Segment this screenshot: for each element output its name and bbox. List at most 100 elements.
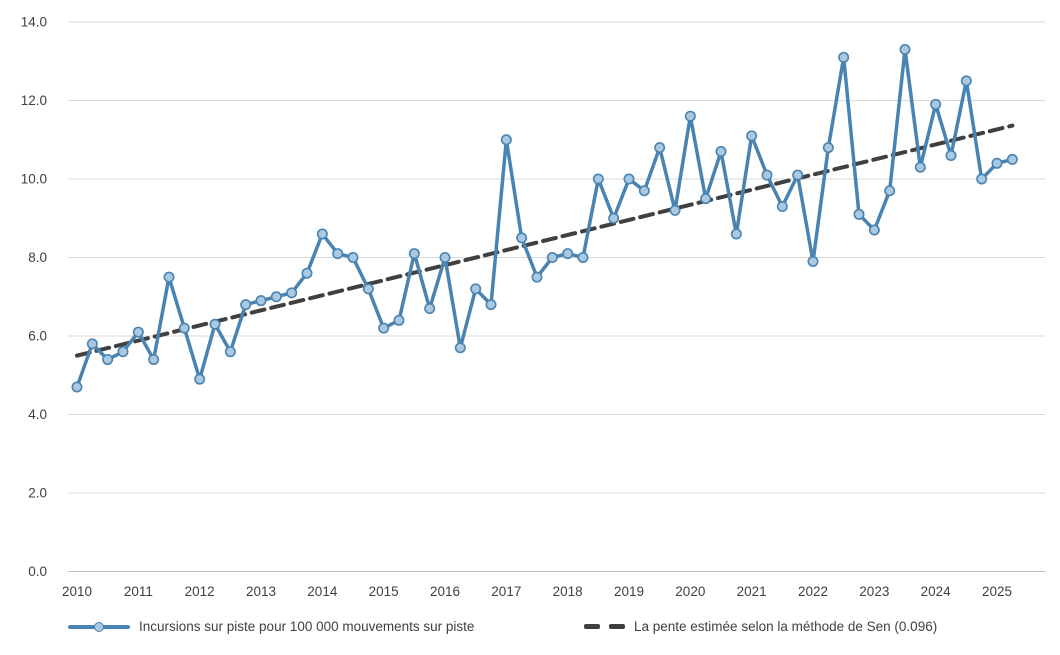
x-axis-tick-label: 2019: [614, 584, 644, 599]
x-axis-tick-label: 2012: [185, 584, 215, 599]
data-point: [822, 142, 834, 154]
data-point: [868, 224, 880, 236]
series-line-sample-icon: [68, 621, 130, 633]
x-axis-tick-label: 2013: [246, 584, 276, 599]
x-axis-tick-label: 2017: [491, 584, 521, 599]
data-point: [1006, 153, 1018, 165]
series-line: [75, 47, 1015, 389]
data-point: [853, 208, 865, 220]
data-point: [516, 232, 528, 244]
data-point: [332, 248, 344, 260]
data-point: [224, 346, 236, 358]
data-point: [531, 271, 543, 283]
data-point: [439, 252, 451, 264]
y-axis-tick-label: 8.0: [28, 250, 47, 265]
legend-item-sen-slope: La pente estimée selon la méthode de Sen…: [584, 619, 937, 634]
data-point: [408, 248, 420, 260]
data-point: [792, 169, 804, 181]
data-point: [884, 185, 896, 197]
x-axis-tick-label: 2011: [124, 584, 153, 599]
data-point: [301, 267, 313, 279]
data-point: [899, 43, 911, 55]
data-point: [240, 299, 252, 311]
data-point: [163, 271, 175, 283]
data-point: [623, 173, 635, 185]
data-point: [654, 142, 666, 154]
y-axis-tick-label: 2.0: [28, 486, 47, 501]
data-point: [500, 134, 512, 146]
data-point: [362, 283, 374, 295]
data-point: [960, 75, 972, 87]
data-point: [638, 185, 650, 197]
data-point: [546, 252, 558, 264]
data-point: [470, 283, 482, 295]
data-point: [378, 322, 390, 334]
trend-line: [75, 123, 1015, 358]
trend-dash-2: [609, 624, 625, 629]
data-point: [117, 346, 129, 358]
data-point: [945, 149, 957, 161]
data-point: [255, 295, 267, 307]
data-point: [194, 373, 206, 385]
x-axis-tick-label: 2021: [737, 584, 767, 599]
data-point: [347, 252, 359, 264]
legend-label-sen-slope: La pente estimée selon la méthode de Sen…: [634, 619, 938, 634]
x-axis-tick-label: 2025: [982, 584, 1012, 599]
x-axis-tick-label: 2010: [62, 584, 92, 599]
data-point: [700, 193, 712, 205]
data-point: [807, 255, 819, 267]
data-point: [209, 318, 221, 330]
x-axis-tick-label: 2024: [921, 584, 952, 599]
data-point: [286, 287, 298, 299]
data-point: [132, 326, 144, 338]
data-point: [715, 146, 727, 158]
x-axis-tick-label: 2018: [553, 584, 583, 599]
x-axis-tick-label: 2015: [369, 584, 399, 599]
series-marker-sample-icon: [94, 621, 104, 632]
data-point: [776, 200, 788, 212]
data-point: [178, 322, 190, 334]
x-axis-tick-label: 2022: [798, 584, 828, 599]
data-point: [730, 228, 742, 240]
x-axis-tick-label: 2023: [859, 584, 889, 599]
data-point: [102, 354, 114, 366]
data-point: [485, 299, 497, 311]
data-point: [838, 51, 850, 63]
data-point: [976, 173, 988, 185]
y-axis-tick-label: 10.0: [21, 172, 47, 187]
data-point: [454, 342, 466, 354]
data-point: [148, 354, 160, 366]
data-point: [71, 381, 83, 393]
y-axis-tick-label: 4.0: [28, 407, 47, 422]
y-axis-tick-label: 12.0: [21, 93, 47, 108]
legend-item-incursions: Incursions sur piste pour 100 000 mouvem…: [68, 619, 474, 634]
data-point: [930, 98, 942, 110]
trend-dash-1: [584, 624, 600, 629]
data-point: [669, 204, 681, 216]
data-point: [424, 303, 436, 315]
data-point: [270, 291, 282, 303]
x-axis-tick-label: 2020: [675, 584, 705, 599]
y-axis-tick-label: 0.0: [28, 564, 47, 579]
x-axis-tick-label: 2016: [430, 584, 460, 599]
data-point: [577, 252, 589, 264]
data-point: [761, 169, 773, 181]
data-point: [746, 130, 758, 142]
data-point: [684, 110, 696, 122]
trend-dash-sample-icon: [584, 624, 625, 629]
data-point: [608, 212, 620, 224]
legend-label-incursions: Incursions sur piste pour 100 000 mouvem…: [139, 619, 475, 634]
data-point: [991, 157, 1003, 169]
data-point: [562, 248, 574, 260]
data-point: [86, 338, 98, 350]
data-point: [316, 228, 328, 240]
legend: Incursions sur piste pour 100 000 mouvem…: [0, 619, 1060, 641]
x-axis-tick-label: 2014: [307, 584, 338, 599]
y-axis-tick-label: 14.0: [21, 15, 47, 30]
data-point: [393, 314, 405, 326]
data-point: [592, 173, 604, 185]
y-axis-tick-label: 6.0: [28, 329, 47, 344]
data-point: [914, 161, 926, 173]
